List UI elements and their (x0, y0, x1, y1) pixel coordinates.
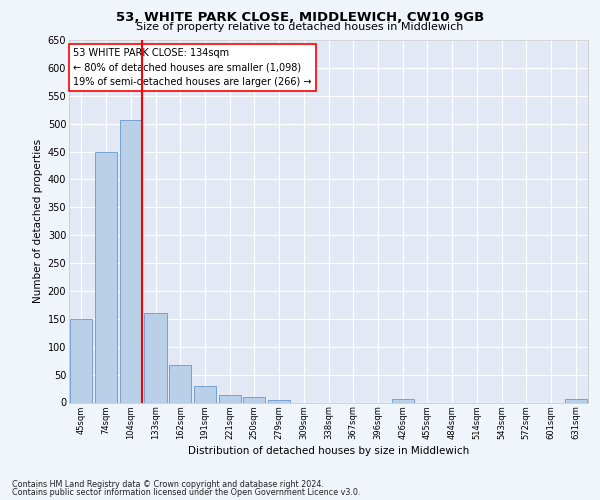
Bar (565, 399, 587, 402)
Bar (218, 394, 241, 402)
Bar (194, 386, 216, 402)
Text: Size of property relative to detached houses in Middlewich: Size of property relative to detached ho… (136, 22, 464, 32)
Text: 53, WHITE PARK CLOSE, MIDDLEWICH, CW10 9GB: 53, WHITE PARK CLOSE, MIDDLEWICH, CW10 9… (116, 11, 484, 24)
Bar (95, 152, 117, 403)
Bar (119, 120, 142, 403)
Bar (392, 399, 414, 402)
X-axis label: Distribution of detached houses by size in Middlewich: Distribution of detached houses by size … (188, 446, 469, 456)
Bar (145, 314, 167, 402)
Bar (243, 398, 265, 402)
Bar (268, 400, 290, 402)
Bar (169, 364, 191, 403)
Y-axis label: Number of detached properties: Number of detached properties (34, 139, 43, 304)
Text: Contains public sector information licensed under the Open Government Licence v3: Contains public sector information licen… (12, 488, 361, 497)
Text: 53 WHITE PARK CLOSE: 134sqm
← 80% of detached houses are smaller (1,098)
19% of : 53 WHITE PARK CLOSE: 134sqm ← 80% of det… (73, 48, 311, 87)
Bar (70, 320, 92, 402)
Text: Contains HM Land Registry data © Crown copyright and database right 2024.: Contains HM Land Registry data © Crown c… (12, 480, 324, 489)
